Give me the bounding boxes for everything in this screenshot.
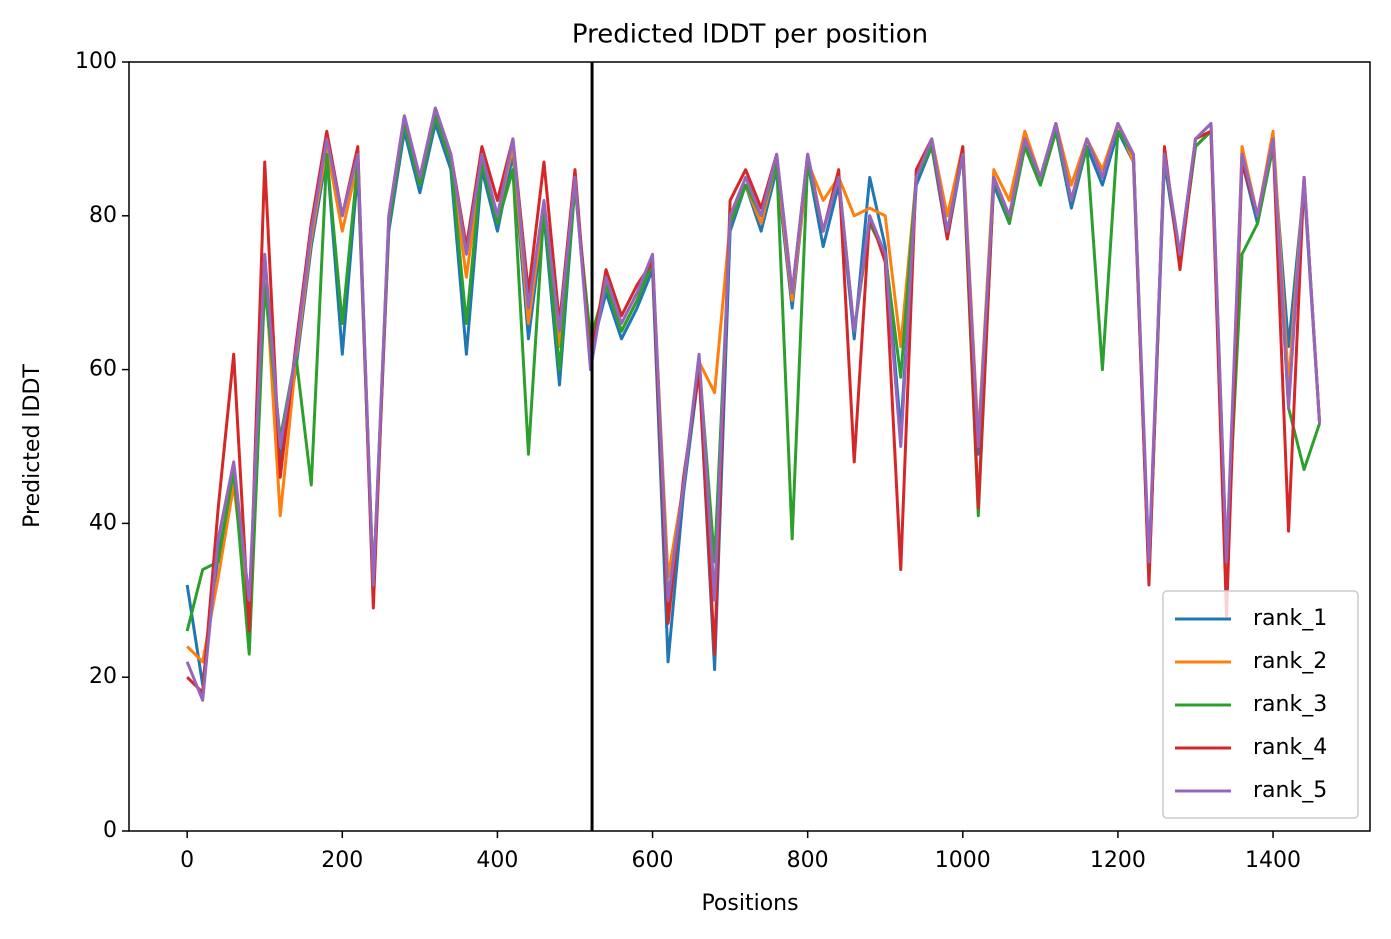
y-tick-label: 100	[75, 49, 117, 74]
x-tick-label: 1000	[935, 848, 991, 873]
y-tick-label: 40	[89, 510, 117, 535]
x-tick-label: 600	[632, 848, 674, 873]
legend-box	[1162, 590, 1359, 819]
y-tick-label: 20	[89, 664, 117, 689]
legend-label: rank_3	[1253, 692, 1327, 717]
legend-label: rank_5	[1253, 778, 1327, 803]
y-tick-label: 0	[103, 818, 117, 843]
legend: rank_1 rank_2 rank_3 rank_4 rank_5	[1162, 590, 1359, 819]
x-axis-label: Positions	[701, 891, 798, 916]
y-tick-label: 80	[89, 203, 117, 228]
x-tick-label: 400	[476, 848, 518, 873]
x-tick-label: 1400	[1245, 848, 1301, 873]
legend-label: rank_1	[1253, 606, 1327, 631]
x-tick-label: 1200	[1090, 848, 1146, 873]
plot-frame	[128, 61, 1371, 832]
chart-title: Predicted lDDT per position	[572, 20, 928, 50]
x-tick-label: 200	[321, 848, 363, 873]
x-tick-label: 0	[180, 848, 194, 873]
y-axis-label: Predicted lDDT	[20, 364, 45, 528]
y-tick-label: 60	[89, 357, 117, 382]
legend-label: rank_4	[1253, 735, 1327, 760]
series-line	[185, 106, 1322, 702]
x-tick-label: 800	[787, 848, 829, 873]
legend-label: rank_2	[1253, 649, 1327, 674]
